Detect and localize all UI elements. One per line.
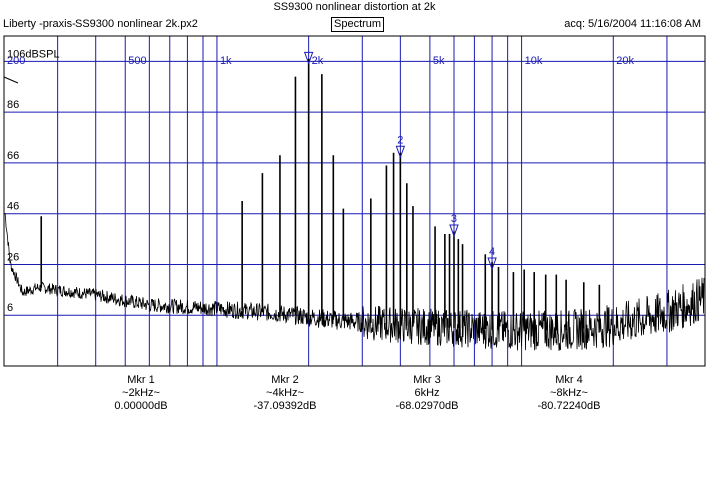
marker-frequency: 6kHz — [414, 387, 440, 399]
marker-name: Mkr 3 — [413, 374, 441, 386]
marker-name: Mkr 4 — [555, 374, 583, 386]
x-tick-label: 20k — [616, 55, 634, 67]
marker-readout-4: Mkr 4 ~8kHz~ -80.72240dB — [514, 374, 624, 413]
y-tick-label: 26 — [7, 251, 19, 263]
marker-value: -68.02970dB — [395, 400, 459, 412]
marker-value: -37.09392dB — [253, 400, 317, 412]
y-tick-label: 66 — [7, 150, 19, 162]
acquisition-timestamp: acq: 5/16/2004 11:16:08 AM — [564, 18, 701, 30]
marker-frequency: ~4kHz~ — [266, 387, 304, 399]
app-name: Liberty -praxis- — [3, 18, 76, 30]
x-tick-label: 5k — [433, 55, 445, 67]
y-tick-label: 106dBSPL — [7, 48, 60, 60]
x-tick-label: 200 — [7, 55, 25, 67]
marker-readout-3: Mkr 3 6kHz -68.02970dB — [372, 374, 482, 413]
marker-readouts: Mkr 1 ~2kHz~ 0.00000dB Mkr 2 ~4kHz~ -37.… — [0, 374, 709, 424]
marker-flag-3: 3 — [451, 213, 457, 225]
marker-flag-2: 2 — [397, 134, 403, 146]
spectrum-trace — [3, 58, 705, 351]
reference-level-tick — [3, 76, 19, 84]
y-tick-label: 86 — [7, 99, 19, 111]
marker-readout-1: Mkr 1 ~2kHz~ 0.00000dB — [86, 374, 196, 413]
spectrum-button[interactable]: Spectrum — [331, 17, 385, 32]
marker-triangle-4 — [487, 257, 497, 271]
x-tick-label: 500 — [128, 55, 146, 67]
marker-name: Mkr 1 — [127, 374, 155, 386]
x-tick-label: 10k — [525, 55, 543, 67]
marker-name: Mkr 2 — [271, 374, 299, 386]
marker-flag-4: 4 — [489, 246, 495, 258]
tick-labels: 200 500 1k 2k 5k 10k 20k 106dBSPL 86 66 46 26 6 — [7, 48, 635, 314]
file-name: SS9300 nonlinear 2k.px2 — [75, 18, 198, 30]
marker-triangle-1 — [303, 51, 314, 65]
y-tick-label: 46 — [7, 201, 19, 213]
marker-value: -80.72240dB — [537, 400, 601, 412]
marker-triangle-2 — [395, 145, 406, 159]
marker-frequency: ~8kHz~ — [550, 387, 588, 399]
chart-title: SS9300 nonlinear distortion at 2k — [273, 1, 436, 13]
marker-frequency: ~2kHz~ — [122, 387, 160, 399]
marker-triangle-3 — [449, 224, 459, 238]
markers: 2 3 4 — [303, 51, 497, 271]
noise-floor-trace — [4, 213, 705, 351]
y-tick-label: 6 — [7, 302, 13, 314]
marker-readout-2: Mkr 2 ~4kHz~ -37.09392dB — [230, 374, 340, 413]
x-tick-label: 1k — [220, 55, 232, 67]
x-tick-label: 2k — [312, 55, 324, 67]
marker-value: 0.00000dB — [114, 400, 168, 412]
plot-frame — [3, 35, 706, 367]
